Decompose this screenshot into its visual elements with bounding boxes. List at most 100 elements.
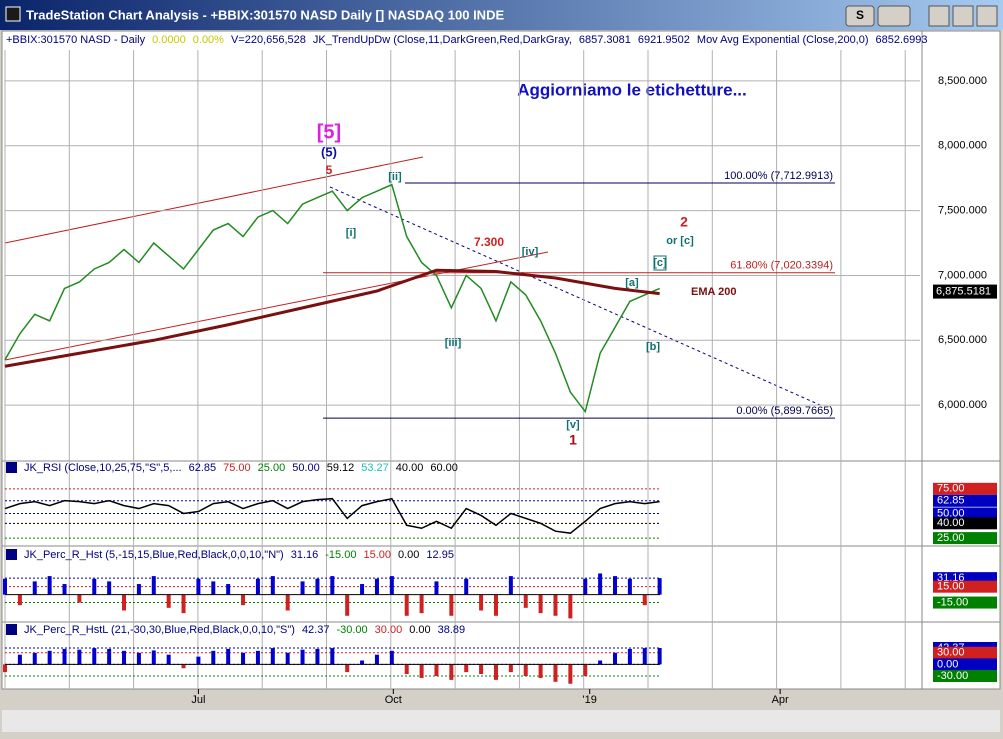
wave-label: 1 xyxy=(569,432,577,448)
histogram-bar xyxy=(166,594,171,608)
fib-label: 61.80% (7,020.3394) xyxy=(730,260,833,272)
level-label: -30.00 xyxy=(937,670,968,682)
histogram-bar xyxy=(508,664,513,673)
histogram-bar xyxy=(315,648,320,665)
level-box xyxy=(933,517,997,530)
histogram-bar xyxy=(508,576,513,595)
histogram-bar xyxy=(151,576,156,595)
wave-label: 5 xyxy=(326,163,333,177)
histogram-bar xyxy=(613,576,617,595)
histogram-bar xyxy=(92,578,97,595)
histogram-bar xyxy=(404,594,409,616)
histogram-bar xyxy=(211,650,216,665)
wave-label: [c] xyxy=(653,257,667,269)
chart-area xyxy=(1,30,1001,690)
header-item: V=220,656,528 xyxy=(231,34,306,46)
wave-label: [iv] xyxy=(522,246,539,258)
s-button[interactable] xyxy=(845,5,875,27)
level-label: 30.00 xyxy=(937,647,965,659)
histogram-bar xyxy=(374,578,379,595)
level-label: 62.85 xyxy=(937,495,965,507)
histogram-bar xyxy=(255,578,260,595)
indicator-header: JK_Perc_R_HstL (21,-30,30,Blue,Red,Black… xyxy=(24,624,465,636)
histogram-bar xyxy=(285,594,290,611)
level-label: -15.00 xyxy=(937,596,968,608)
level-label: 75.00 xyxy=(937,483,965,495)
histogram-bar xyxy=(17,594,22,606)
histogram-bar xyxy=(77,649,82,665)
histogram-bar xyxy=(330,576,335,595)
histogram-bar xyxy=(568,664,573,684)
indicator-reading: 59.12 xyxy=(327,462,355,474)
histogram-bar xyxy=(241,594,246,606)
histogram-bar xyxy=(166,654,171,665)
histogram-bar xyxy=(523,664,528,676)
indicator-reading: 30.00 xyxy=(375,624,403,636)
y-tick-label: 8,000.000 xyxy=(938,140,987,152)
y-tick-label: 7,000.000 xyxy=(938,269,987,281)
histogram-bar xyxy=(226,648,231,665)
header-item: 0.00% xyxy=(193,34,224,46)
level-label: 50.00 xyxy=(937,507,965,519)
level-box xyxy=(933,494,997,507)
indicator-reading: 62.85 xyxy=(189,462,217,474)
menu-button[interactable] xyxy=(877,5,911,27)
indicator-title: JK_Perc_R_Hst (5,-15,15,Blue,Red,Black,0… xyxy=(24,549,284,561)
indicator-reading: 75.00 xyxy=(223,462,251,474)
header-item: Mov Avg Exponential (Close,200,0) xyxy=(697,34,869,46)
wave-label: [ii] xyxy=(388,171,402,183)
histogram-bar xyxy=(300,581,305,595)
level-label: 40.00 xyxy=(937,517,965,529)
header-item: +BBIX:301570 NASD - Daily xyxy=(6,34,146,46)
wave-label: 7.300 xyxy=(474,235,504,249)
maximize-button[interactable] xyxy=(952,5,974,27)
ema-line xyxy=(4,268,660,368)
histogram-bar xyxy=(360,584,365,595)
histogram-bar xyxy=(464,664,469,673)
wave-label: 2 xyxy=(680,214,688,230)
indicator-reading: -30.00 xyxy=(336,624,367,636)
fib-label: 0.00% (5,899.7665) xyxy=(736,405,833,417)
histogram-bar xyxy=(32,581,37,595)
histogram-bar xyxy=(300,649,305,665)
histogram-bar xyxy=(538,664,543,678)
scroll-bar xyxy=(2,710,1000,732)
level-box xyxy=(933,532,997,545)
histogram-bar xyxy=(389,576,394,595)
level-label: 25.00 xyxy=(937,532,965,544)
header-line: +BBIX:301570 NASD - Daily 0.0000 0.00% V=22… xyxy=(6,34,928,46)
title-bar xyxy=(0,0,1003,30)
histogram-bar xyxy=(77,594,82,603)
indicator-reading: 0.00 xyxy=(409,624,430,636)
close-button[interactable] xyxy=(976,5,998,27)
histogram-bar xyxy=(3,664,7,673)
wave-label: EMA 200 xyxy=(691,286,736,298)
level-box xyxy=(933,580,997,593)
wave-label: [v] xyxy=(566,419,580,431)
level-box xyxy=(933,658,997,671)
level-box xyxy=(933,482,997,495)
histogram-bar xyxy=(493,664,498,680)
histogram-bar xyxy=(181,594,186,614)
histogram-bar xyxy=(92,648,97,665)
fib-label: 100.00% (7,712.9913) xyxy=(724,170,833,182)
x-tick-label: Oct xyxy=(385,694,402,706)
histogram-bar xyxy=(583,664,588,676)
histogram-bar xyxy=(285,652,290,665)
level-label: 0.00 xyxy=(937,658,958,670)
histogram-bar xyxy=(345,664,350,673)
s-button-label[interactable]: S xyxy=(856,8,864,22)
header-item: 6921.9502 xyxy=(638,34,690,46)
histogram-bar xyxy=(598,573,603,595)
histogram-bar xyxy=(107,648,112,665)
wave-label: [a] xyxy=(625,277,639,289)
last-price-box xyxy=(933,284,997,299)
histogram-bar xyxy=(434,664,439,676)
histogram-bar xyxy=(315,578,320,595)
histogram-bar xyxy=(419,664,424,678)
histogram-bar xyxy=(553,594,558,616)
minimize-button[interactable] xyxy=(928,5,950,27)
indicator-header: JK_Perc_R_Hst (5,-15,15,Blue,Red,Black,0… xyxy=(24,549,454,561)
histogram-bar xyxy=(196,656,201,665)
